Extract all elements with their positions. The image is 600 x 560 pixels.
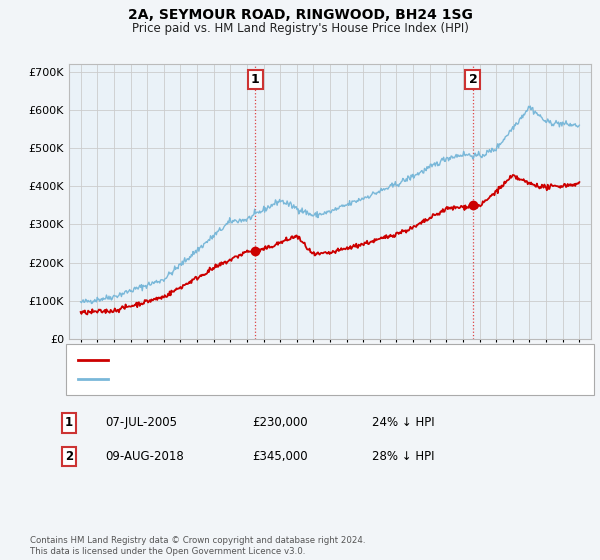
Text: 2A, SEYMOUR ROAD, RINGWOOD, BH24 1SG: 2A, SEYMOUR ROAD, RINGWOOD, BH24 1SG [128, 8, 472, 22]
Text: HPI: Average price, detached house, New Forest: HPI: Average price, detached house, New … [114, 375, 382, 385]
Text: 1: 1 [65, 416, 73, 430]
Text: 28% ↓ HPI: 28% ↓ HPI [372, 450, 434, 463]
Text: 09-AUG-2018: 09-AUG-2018 [105, 450, 184, 463]
Text: 2: 2 [65, 450, 73, 463]
Text: 1: 1 [251, 73, 260, 86]
Text: 07-JUL-2005: 07-JUL-2005 [105, 416, 177, 430]
Text: 2: 2 [469, 73, 478, 86]
Text: £345,000: £345,000 [252, 450, 308, 463]
Text: Price paid vs. HM Land Registry's House Price Index (HPI): Price paid vs. HM Land Registry's House … [131, 22, 469, 35]
Text: 24% ↓ HPI: 24% ↓ HPI [372, 416, 434, 430]
Text: £230,000: £230,000 [252, 416, 308, 430]
Text: 2A, SEYMOUR ROAD, RINGWOOD, BH24 1SG (detached house): 2A, SEYMOUR ROAD, RINGWOOD, BH24 1SG (de… [114, 354, 464, 365]
Text: Contains HM Land Registry data © Crown copyright and database right 2024.
This d: Contains HM Land Registry data © Crown c… [30, 536, 365, 556]
